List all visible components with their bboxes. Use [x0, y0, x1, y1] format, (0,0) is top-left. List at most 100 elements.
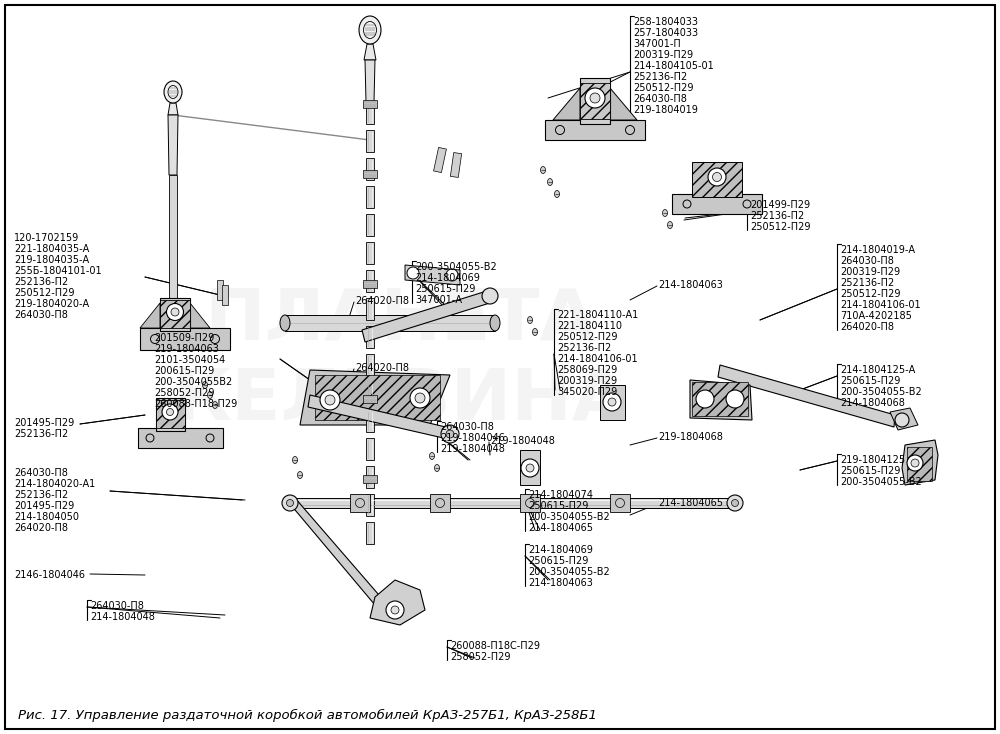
- Text: 264030-П8: 264030-П8: [633, 94, 687, 104]
- Bar: [363, 280, 377, 288]
- Text: 258069-П29: 258069-П29: [557, 365, 617, 375]
- Polygon shape: [169, 175, 177, 305]
- Bar: [160, 300, 190, 328]
- Circle shape: [415, 393, 425, 403]
- Polygon shape: [366, 410, 374, 432]
- Polygon shape: [366, 298, 374, 320]
- Polygon shape: [890, 408, 918, 430]
- Bar: [217, 280, 223, 300]
- Text: 250615-П29: 250615-П29: [840, 466, 900, 476]
- Polygon shape: [366, 214, 374, 236]
- Ellipse shape: [298, 471, 302, 479]
- Polygon shape: [690, 380, 752, 420]
- Polygon shape: [140, 303, 160, 328]
- Circle shape: [911, 459, 919, 467]
- Polygon shape: [156, 398, 185, 431]
- Ellipse shape: [528, 316, 532, 324]
- Circle shape: [446, 269, 458, 281]
- Text: 250615-П29: 250615-П29: [415, 284, 475, 294]
- Ellipse shape: [292, 457, 298, 463]
- Polygon shape: [308, 395, 452, 440]
- Bar: [363, 475, 377, 483]
- Text: 214-1804020-А1: 214-1804020-А1: [14, 479, 95, 489]
- Text: 264030-П8: 264030-П8: [840, 256, 894, 266]
- Circle shape: [320, 390, 340, 410]
- Circle shape: [603, 393, 621, 411]
- Polygon shape: [520, 450, 540, 485]
- Polygon shape: [366, 466, 374, 488]
- Ellipse shape: [164, 81, 182, 103]
- Circle shape: [282, 495, 298, 511]
- Circle shape: [526, 464, 534, 472]
- Polygon shape: [370, 580, 425, 625]
- Text: 2146-1804046: 2146-1804046: [14, 570, 85, 580]
- Text: 250512-П29: 250512-П29: [750, 222, 810, 232]
- Text: 214-1804065: 214-1804065: [528, 523, 593, 533]
- Circle shape: [482, 288, 498, 304]
- Circle shape: [407, 267, 419, 279]
- Bar: [156, 400, 185, 428]
- Ellipse shape: [280, 315, 290, 331]
- Polygon shape: [545, 120, 645, 140]
- Text: 214-1804106-01: 214-1804106-01: [840, 300, 921, 310]
- Text: 214-1804068: 214-1804068: [840, 398, 905, 408]
- Circle shape: [521, 459, 539, 477]
- Text: 221-1804110: 221-1804110: [557, 321, 622, 331]
- Text: 214-1804019-А: 214-1804019-А: [840, 245, 915, 255]
- Text: 250615-П29: 250615-П29: [528, 556, 588, 566]
- Circle shape: [726, 390, 744, 408]
- Text: 219-1804046: 219-1804046: [440, 433, 505, 443]
- Polygon shape: [362, 290, 493, 342]
- Polygon shape: [140, 328, 230, 350]
- Text: 250512-П29: 250512-П29: [557, 332, 618, 342]
- Polygon shape: [366, 494, 374, 516]
- Circle shape: [696, 390, 714, 408]
- Text: 250615-П29: 250615-П29: [840, 376, 900, 386]
- Circle shape: [166, 303, 184, 321]
- Text: 264020-П8: 264020-П8: [840, 322, 894, 332]
- Polygon shape: [350, 494, 370, 512]
- Text: 252136-П2: 252136-П2: [633, 72, 687, 82]
- Text: 200-3504055-В2: 200-3504055-В2: [840, 477, 922, 487]
- Text: 250512-П29: 250512-П29: [840, 289, 900, 299]
- Text: 200319-П29: 200319-П29: [557, 376, 617, 386]
- Ellipse shape: [212, 401, 218, 409]
- Text: 200-3504055-В2: 200-3504055-В2: [415, 262, 497, 272]
- Bar: [450, 153, 462, 178]
- Bar: [363, 170, 377, 178]
- Text: 264030-П8: 264030-П8: [14, 310, 68, 320]
- Text: 264030-П8: 264030-П8: [14, 468, 68, 478]
- Circle shape: [446, 430, 454, 438]
- Text: 219-1804048: 219-1804048: [490, 436, 555, 446]
- Circle shape: [287, 500, 294, 506]
- Text: 264020-П8: 264020-П8: [14, 523, 68, 533]
- Polygon shape: [168, 115, 178, 175]
- Bar: [363, 100, 377, 108]
- Text: 347001-А: 347001-А: [415, 295, 462, 305]
- Polygon shape: [600, 385, 625, 420]
- Polygon shape: [168, 103, 178, 115]
- Bar: [907, 447, 932, 481]
- Polygon shape: [160, 298, 190, 331]
- Text: 214-1804048: 214-1804048: [90, 612, 155, 622]
- Polygon shape: [430, 494, 450, 512]
- Circle shape: [386, 601, 404, 619]
- Text: 260088-П18-П29: 260088-П18-П29: [154, 399, 237, 409]
- Circle shape: [171, 308, 179, 316]
- Polygon shape: [366, 242, 374, 264]
- Polygon shape: [366, 522, 374, 544]
- Text: 252136-П2: 252136-П2: [557, 343, 611, 353]
- Text: 264030-П8: 264030-П8: [90, 601, 144, 611]
- Ellipse shape: [548, 178, 552, 186]
- Ellipse shape: [662, 209, 668, 217]
- Text: 214-1804125-А: 214-1804125-А: [840, 365, 915, 375]
- Polygon shape: [365, 60, 375, 102]
- Text: 219-1804019: 219-1804019: [633, 105, 698, 115]
- Polygon shape: [520, 494, 540, 512]
- Text: 120-1702159: 120-1702159: [14, 233, 79, 243]
- Bar: [692, 162, 742, 197]
- Bar: [363, 395, 377, 403]
- Bar: [580, 83, 610, 119]
- Text: 250512-П29: 250512-П29: [633, 83, 694, 93]
- Bar: [222, 285, 228, 305]
